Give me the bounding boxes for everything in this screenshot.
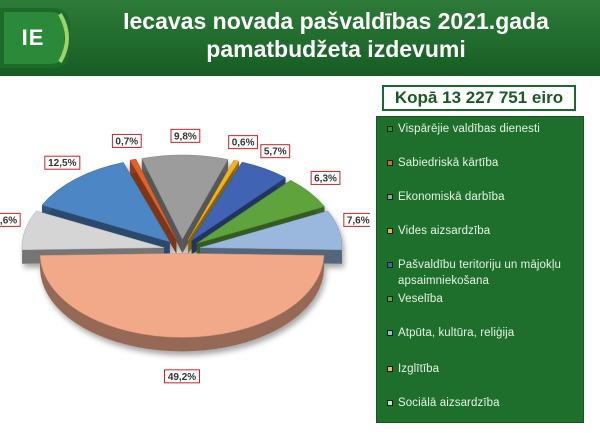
- data-label-text: 6,3%: [314, 173, 337, 184]
- legend-swatch: [387, 126, 393, 132]
- data-label-box: [44, 155, 81, 170]
- slice-top: [199, 210, 343, 251]
- legend-label: Atpūta, kultūra, reliģija: [398, 327, 515, 339]
- data-label-text: 7,6%: [347, 215, 370, 226]
- legend-item: Izglītība: [387, 361, 583, 377]
- legend-label: Sociālā aizsardzība: [398, 397, 500, 409]
- legend-swatch: [387, 400, 393, 406]
- slice-top: [41, 162, 171, 243]
- data-label-box: [170, 128, 201, 143]
- slice-top: [39, 253, 325, 338]
- legend-item: Sociālā aizsardzība: [387, 395, 583, 411]
- data-label: 7,6%: [343, 212, 370, 227]
- pie-chart: 0,7% 9,8% 0,6% 5,7% 6,3% 7,6% 49,2% 7,6% 12,5%: [0, 128, 370, 384]
- data-label: 12,5%: [44, 155, 81, 170]
- data-label-box: [164, 369, 200, 384]
- slice-top: [196, 180, 325, 244]
- data-label-box: [228, 135, 258, 150]
- data-label: 7,6%: [0, 212, 21, 227]
- page-title: Iecavas novada pašvaldības 2021.gada pam…: [78, 7, 594, 63]
- data-label-text: 49,2%: [168, 372, 196, 383]
- legend-item: Pašvaldību teritoriju un mājokļu apsaimn…: [387, 257, 583, 289]
- legend-swatch: [387, 296, 393, 302]
- legend-swatch: [387, 330, 393, 336]
- slice-top: [21, 210, 165, 251]
- title-line-1: Iecavas novada pašvaldības 2021.gada: [123, 8, 549, 34]
- pie-slice: [129, 158, 177, 254]
- slice-top: [129, 158, 177, 240]
- legend-item: Sabiedriskā kārtība: [387, 155, 583, 171]
- data-label-text: 12,5%: [48, 158, 76, 169]
- data-label-box: [260, 144, 291, 159]
- legend-swatch: [387, 160, 393, 166]
- chart-legend: Vispārējie valdības dienesti Sabiedriskā …: [376, 116, 584, 423]
- slice-top: [188, 159, 240, 240]
- legend-item: Vides aizsardzība: [387, 223, 583, 239]
- legend-label: Sabiedriskā kārtība: [398, 157, 499, 169]
- data-label: 5,7%: [260, 144, 291, 159]
- legend-item: Atpūta, kultūra, reliģija: [387, 325, 583, 341]
- slice-top: [141, 154, 229, 240]
- data-label-text: 5,7%: [264, 147, 287, 158]
- data-label-text: 9,8%: [174, 131, 197, 142]
- legend-item: Vispārējie valdības dienesti: [387, 121, 583, 137]
- data-label-text: 7,6%: [0, 215, 17, 226]
- legend-swatch: [387, 228, 393, 234]
- total-badge: Kopā 13 227 751 eiro: [382, 85, 576, 111]
- title-line-2: pamatbudžeta izdevumi: [206, 36, 466, 62]
- pie-slice: [39, 253, 325, 352]
- data-label-box: [310, 170, 341, 185]
- data-label: 49,2%: [164, 369, 200, 384]
- logo-badge-icon: [0, 8, 70, 68]
- slice-top: [191, 161, 286, 241]
- data-label: 6,3%: [310, 170, 341, 185]
- data-label: 0,6%: [228, 135, 258, 150]
- legend-label: Ekonomiskā darbība: [398, 191, 505, 203]
- legend-label: Vispārējie valdības dienesti: [398, 123, 540, 135]
- legend-item: Veselība: [387, 291, 583, 307]
- data-label-box: [0, 212, 21, 227]
- legend-swatch: [387, 262, 393, 268]
- slice-edge: [40, 255, 324, 352]
- data-label: 9,8%: [170, 128, 201, 143]
- legend-label: Veselība: [398, 293, 443, 305]
- data-label-box: [343, 212, 370, 227]
- slice-wall: [141, 158, 183, 254]
- legend-label: Izglītība: [398, 363, 440, 375]
- logo-text: IE: [21, 25, 45, 50]
- legend-label: Vides aizsardzība: [398, 225, 491, 237]
- data-label: 0,7%: [111, 133, 142, 148]
- legend-label: Pašvaldību teritoriju un mājokļu apsaimn…: [398, 259, 562, 287]
- legend-item: Ekonomiskā darbība: [387, 189, 583, 205]
- header-banner: IE Iecavas novada pašvaldības 2021.gada …: [0, 0, 600, 76]
- data-label-text: 0,7%: [115, 136, 138, 147]
- logo: IE: [0, 8, 72, 68]
- legend-swatch: [387, 366, 393, 372]
- data-label-text: 0,6%: [232, 138, 255, 149]
- data-label-box: [111, 133, 142, 148]
- legend-swatch: [387, 194, 393, 200]
